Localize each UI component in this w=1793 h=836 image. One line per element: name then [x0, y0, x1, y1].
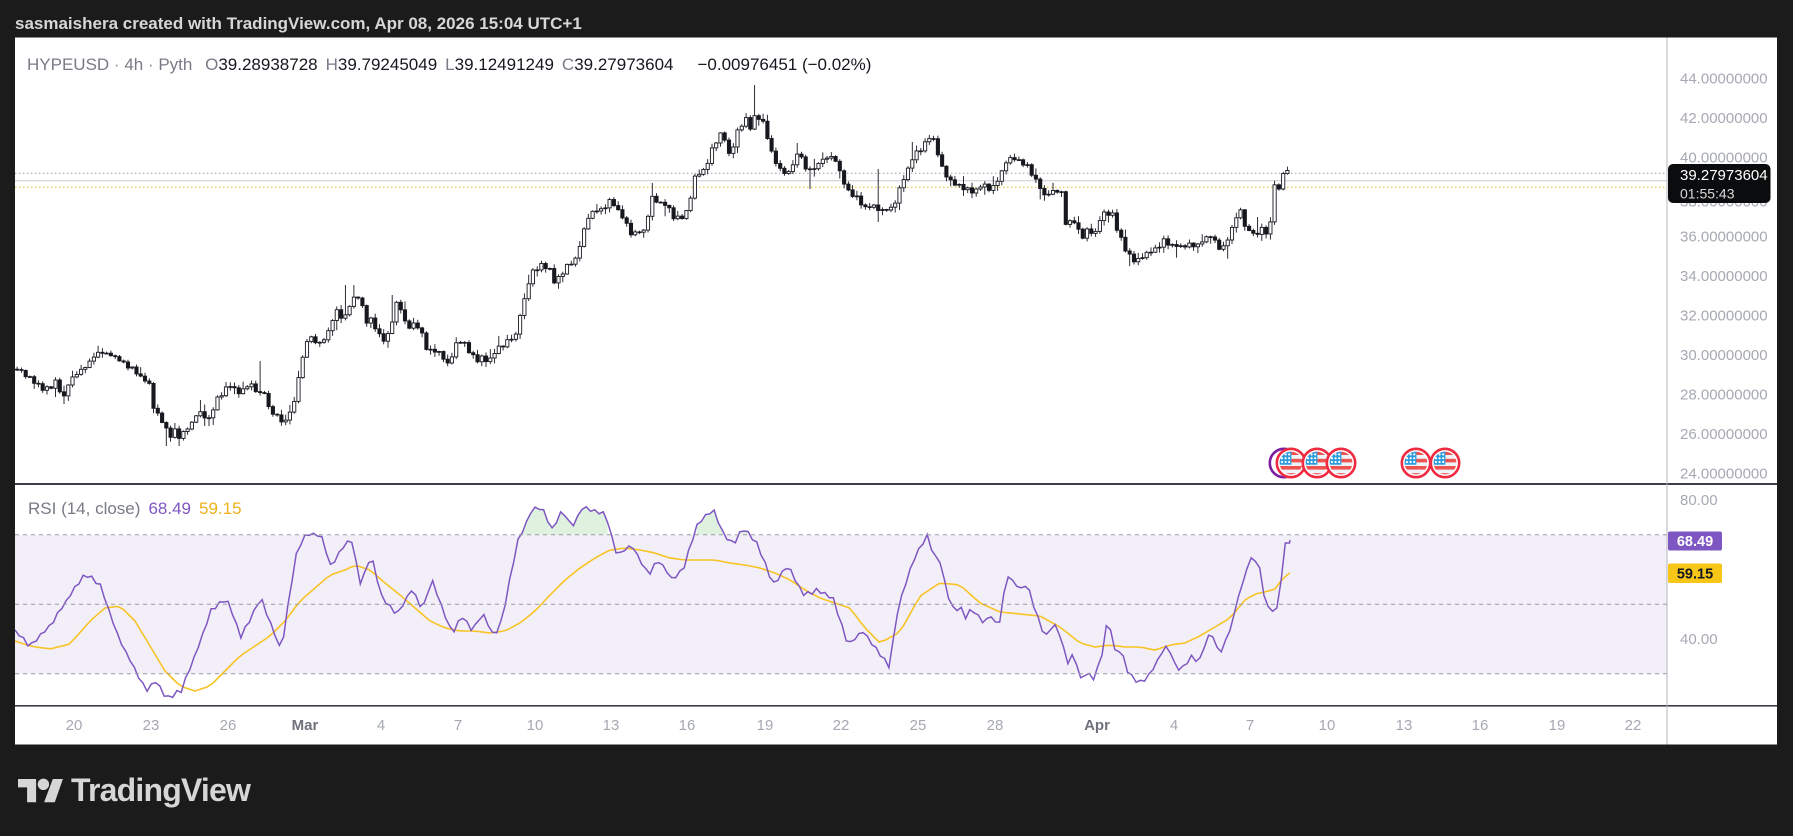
svg-text:40.00: 40.00 [1680, 631, 1718, 648]
svg-text:10: 10 [1319, 717, 1336, 734]
svg-text:Mar: Mar [292, 717, 319, 734]
svg-text:4: 4 [1170, 717, 1178, 734]
svg-text:4: 4 [377, 717, 385, 734]
svg-text:19: 19 [1549, 717, 1566, 734]
svg-text:23: 23 [143, 717, 160, 734]
svg-text:26: 26 [220, 717, 237, 734]
svg-text:36.00000000: 36.00000000 [1680, 229, 1768, 246]
svg-text:10: 10 [527, 717, 544, 734]
svg-text:26.00000000: 26.00000000 [1680, 426, 1768, 443]
svg-text:7: 7 [454, 717, 462, 734]
svg-text:Apr: Apr [1084, 717, 1110, 734]
svg-text:16: 16 [1472, 717, 1489, 734]
svg-text:7: 7 [1246, 717, 1254, 734]
svg-text:19: 19 [757, 717, 774, 734]
svg-text:HYPEUSD · 4h · Pyth O39.28938: HYPEUSD · 4h · Pyth O39.28938728 H39.7924… [27, 55, 871, 74]
svg-text:28.00000000: 28.00000000 [1680, 386, 1768, 403]
svg-text:01:55:43: 01:55:43 [1680, 186, 1735, 202]
svg-text:34.00000000: 34.00000000 [1680, 268, 1768, 285]
svg-text:13: 13 [603, 717, 620, 734]
svg-text:32.00000000: 32.00000000 [1680, 308, 1768, 325]
svg-text:13: 13 [1396, 717, 1413, 734]
svg-text:30.00000000: 30.00000000 [1680, 347, 1768, 364]
svg-text:44.00000000: 44.00000000 [1680, 71, 1768, 88]
svg-text:40.00000000: 40.00000000 [1680, 150, 1768, 167]
svg-text:25: 25 [910, 717, 927, 734]
svg-text:22: 22 [833, 717, 850, 734]
svg-text:42.00000000: 42.00000000 [1680, 110, 1768, 127]
svg-text:TradingView: TradingView [71, 772, 251, 808]
svg-text:20: 20 [66, 717, 83, 734]
svg-text:16: 16 [679, 717, 696, 734]
svg-text:39.27973604: 39.27973604 [1680, 167, 1768, 184]
svg-text:59.15: 59.15 [1677, 567, 1713, 583]
svg-text:28: 28 [987, 717, 1004, 734]
svg-text:68.49: 68.49 [1677, 534, 1713, 550]
svg-text:sasmaishera created with Tradi: sasmaishera created with TradingView.com… [15, 14, 582, 33]
svg-text:80.00: 80.00 [1680, 492, 1718, 509]
svg-text:22: 22 [1625, 717, 1642, 734]
svg-text:24.00000000: 24.00000000 [1680, 465, 1768, 482]
